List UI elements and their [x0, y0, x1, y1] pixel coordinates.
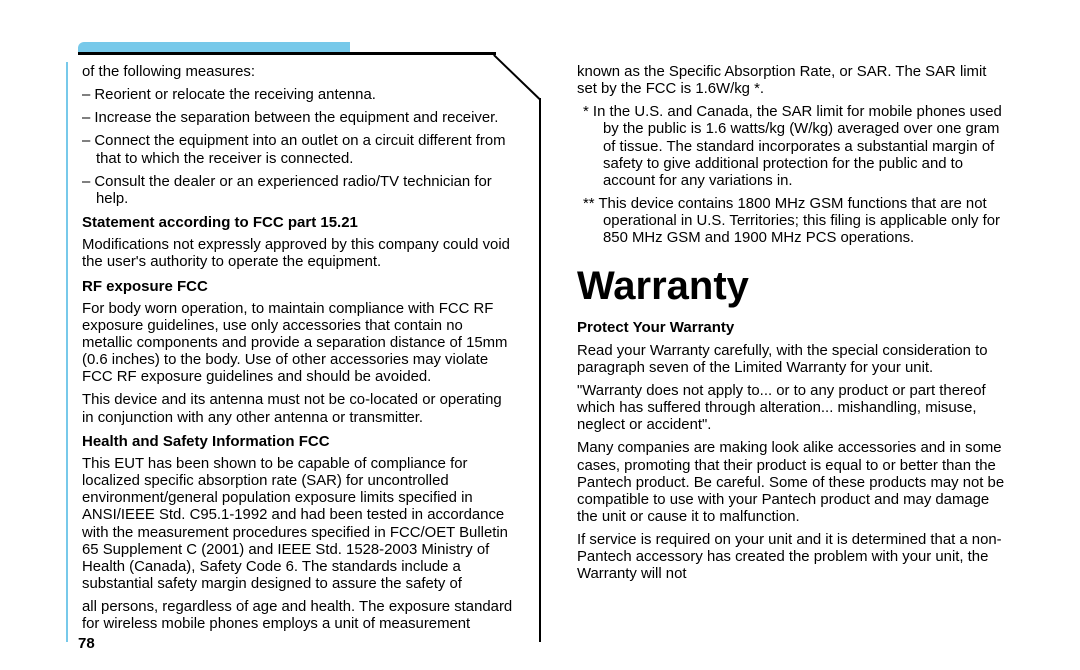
body-text: This device and its antenna must not be …: [82, 392, 515, 426]
content-columns: of the following measures: – Reorient or…: [82, 64, 1010, 634]
document-page: of the following measures: – Reorient or…: [0, 0, 1080, 670]
subhead-rf-exposure: RF exposure FCC: [82, 278, 515, 295]
body-text: Read your Warranty carefully, with the s…: [577, 343, 1010, 377]
body-text: For body worn operation, to maintain com…: [82, 301, 515, 387]
body-text: "Warranty does not apply to... or to any…: [577, 383, 1010, 434]
bullet-item: – Connect the equipment into an outlet o…: [82, 133, 515, 167]
intro-text: of the following measures:: [82, 64, 515, 81]
left-side-line: [66, 62, 68, 642]
bullet-item: – Reorient or relocate the receiving ant…: [82, 87, 515, 104]
body-text: If service is required on your unit and …: [577, 532, 1010, 583]
bullet-item: – Increase the separation between the eq…: [82, 110, 515, 127]
body-text: Modifications not expressly approved by …: [82, 237, 515, 271]
bullet-item: – Consult the dealer or an experienced r…: [82, 174, 515, 208]
section-title-warranty: Warranty: [577, 263, 1010, 309]
subhead-protect-warranty: Protect Your Warranty: [577, 319, 1010, 336]
subhead-fcc-1521: Statement according to FCC part 15.21: [82, 214, 515, 231]
page-number: 78: [78, 635, 95, 652]
body-text: This EUT has been shown to be capable of…: [82, 456, 515, 593]
footnote: ** This device contains 1800 MHz GSM fun…: [577, 196, 1010, 247]
subhead-health-safety: Health and Safety Information FCC: [82, 433, 515, 450]
body-text: Many companies are making look alike acc…: [577, 440, 1010, 526]
header-black-rule: [78, 52, 496, 55]
footnote: * In the U.S. and Canada, the SAR limit …: [577, 104, 1010, 190]
